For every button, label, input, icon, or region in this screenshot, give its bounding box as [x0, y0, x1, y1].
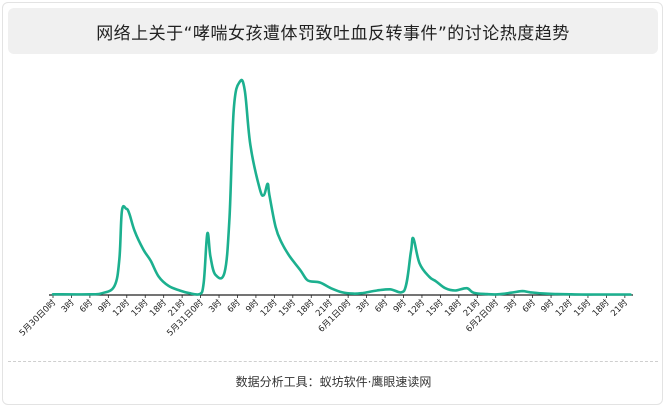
- x-tick-label: 12时: [553, 297, 575, 319]
- x-tick-label: 15时: [129, 297, 151, 319]
- x-tick-label: 3时: [502, 297, 520, 315]
- x-tick-label: 6时: [373, 297, 391, 315]
- chart-title: 网络上关于“哮喘女孩遭体罚致吐血反转事件”的讨论热度趋势: [96, 23, 570, 44]
- x-tick-label: 3时: [354, 297, 372, 315]
- x-tick-label: 12时: [406, 297, 428, 319]
- x-tick-label: 3时: [59, 297, 77, 315]
- x-tick-label: 12时: [258, 297, 280, 319]
- x-tick-label: 6时: [77, 297, 95, 315]
- x-tick-label: 12时: [110, 297, 132, 319]
- chart-frame: [2, 2, 663, 405]
- x-tick-label: 18时: [295, 297, 317, 319]
- title-bar: 网络上关于“哮喘女孩遭体罚致吐血反转事件”的讨论热度趋势: [8, 8, 658, 54]
- x-tick-label: 18时: [147, 297, 169, 319]
- x-tick-label: 6时: [225, 297, 243, 315]
- x-tick-label: 21时: [609, 297, 631, 319]
- x-tick-label: 15时: [424, 297, 446, 319]
- x-tick-label: 18时: [443, 297, 465, 319]
- x-tick-label: 3时: [207, 297, 225, 315]
- data-source-note: 数据分析工具：蚁坊软件·鹰眼速读网: [235, 375, 432, 389]
- series-line: [51, 78, 632, 296]
- x-tick-label: 6时: [520, 297, 538, 315]
- x-tick-label: 5月30日0时: [17, 297, 58, 338]
- x-tick-label: 15时: [276, 297, 298, 319]
- x-tick-label: 15时: [572, 297, 594, 319]
- divider: [8, 361, 658, 362]
- x-tick-label: 18时: [590, 297, 612, 319]
